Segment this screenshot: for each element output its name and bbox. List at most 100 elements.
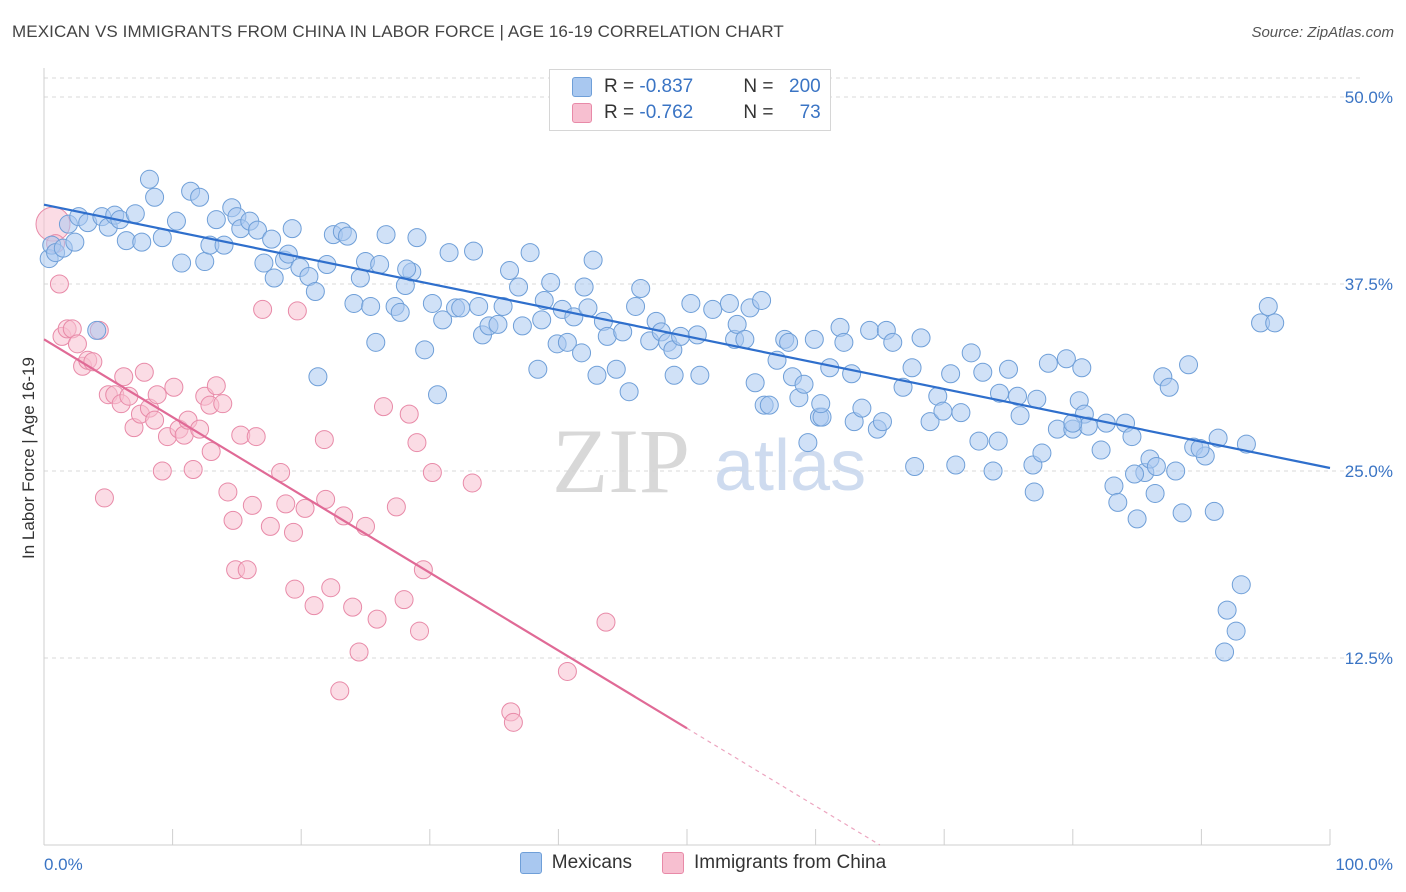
china-point xyxy=(314,430,334,450)
mexican-point xyxy=(983,461,1003,481)
china-point xyxy=(114,367,134,387)
mexican-point xyxy=(262,229,282,249)
mexican-point xyxy=(500,261,520,281)
mexican-point xyxy=(1125,464,1145,484)
mexican-point xyxy=(132,232,152,252)
mexican-point xyxy=(631,278,651,298)
mexican-point xyxy=(512,316,532,336)
mexican-point xyxy=(361,296,381,316)
mexican-point xyxy=(464,241,484,261)
china-point xyxy=(295,498,315,518)
mexican-point xyxy=(532,310,552,330)
mexican-point xyxy=(999,359,1018,379)
mexican-point xyxy=(139,169,159,189)
mexican-point xyxy=(1226,621,1246,641)
china-point xyxy=(218,482,238,502)
mexican-point xyxy=(428,385,448,405)
legend-r-label: R = xyxy=(604,102,640,123)
mexican-point xyxy=(872,412,892,432)
mexican-point xyxy=(798,433,818,453)
legend-n-value: 73 xyxy=(799,102,821,123)
china-point xyxy=(237,560,257,580)
mexican-point xyxy=(1145,483,1165,503)
y-tick-label: 12.5% xyxy=(1345,649,1393,668)
mexican-point xyxy=(703,299,723,319)
china-point xyxy=(145,410,165,430)
mexican-point xyxy=(305,281,325,301)
mexican-point xyxy=(1072,358,1092,378)
mexican-point xyxy=(1032,443,1052,463)
mexicans-trend-line xyxy=(43,203,1331,470)
mexican-point xyxy=(166,211,186,231)
trend-lines xyxy=(43,203,1331,846)
mexican-point xyxy=(366,332,386,352)
mexican-point xyxy=(587,365,607,385)
china-point xyxy=(386,497,406,517)
mexican-point xyxy=(1172,503,1192,523)
mexican-point xyxy=(65,232,85,252)
mexican-point xyxy=(852,398,872,418)
china-trend-line xyxy=(43,338,688,730)
mexican-point xyxy=(493,296,513,316)
mexican-point xyxy=(1091,440,1111,460)
mexican-point xyxy=(557,332,577,352)
mexican-point xyxy=(344,293,364,313)
china-point xyxy=(213,394,233,414)
mexican-point xyxy=(451,298,471,318)
china-point xyxy=(374,397,394,417)
mexican-point xyxy=(337,226,357,246)
mexican-point xyxy=(681,293,701,313)
mexican-point xyxy=(989,383,1009,403)
watermark: ZIP atlas xyxy=(552,410,866,512)
china-point xyxy=(223,510,243,530)
chart-title: MEXICAN VS IMMIGRANTS FROM CHINA IN LABO… xyxy=(12,22,784,41)
legend-item-china[interactable]: Immigrants from China xyxy=(662,852,886,874)
china-point xyxy=(164,377,184,397)
china-point xyxy=(557,661,577,681)
mexican-point xyxy=(1056,349,1076,369)
mexican-point xyxy=(1258,296,1278,316)
mexican-point xyxy=(572,343,592,363)
mexican-point xyxy=(941,364,961,384)
china-point xyxy=(276,494,296,514)
mexican-point xyxy=(969,431,989,451)
mexican-point xyxy=(206,210,226,230)
mexican-point xyxy=(1236,434,1256,454)
mexican-point xyxy=(534,290,554,310)
mexican-point xyxy=(727,314,747,334)
mexican-point xyxy=(842,364,862,384)
mexican-point xyxy=(619,382,639,402)
china-point xyxy=(147,385,167,405)
mexican-point xyxy=(528,359,548,379)
mexican-point xyxy=(422,293,442,313)
mexican-point xyxy=(1265,313,1285,333)
mexican-point xyxy=(1166,461,1186,481)
mexican-point xyxy=(893,377,913,397)
china-point xyxy=(410,621,430,641)
legend-swatch-blue xyxy=(572,77,592,97)
mexican-point xyxy=(397,259,417,279)
legend-item-mexicans[interactable]: Mexicans xyxy=(519,852,632,874)
series-legend: Mexicans Immigrants from China xyxy=(0,852,1406,874)
mexican-point xyxy=(264,268,284,288)
china-point xyxy=(462,473,482,493)
mexican-point xyxy=(439,243,459,263)
mexican-point xyxy=(973,362,993,382)
china-point xyxy=(183,460,203,480)
mexican-point xyxy=(920,412,940,432)
mexican-point xyxy=(752,290,772,310)
china-points xyxy=(35,206,616,732)
mexican-point xyxy=(1063,413,1083,433)
mexican-point xyxy=(433,310,453,330)
china-point xyxy=(67,334,87,354)
mexican-point xyxy=(247,220,267,240)
china-point xyxy=(287,301,307,321)
mexican-point xyxy=(583,250,603,270)
mexican-point xyxy=(687,325,707,345)
mexican-point xyxy=(1024,482,1044,502)
china-trend-extension xyxy=(686,727,881,846)
mexican-point xyxy=(1204,501,1224,521)
china-point xyxy=(206,376,226,396)
mexican-point xyxy=(811,394,831,414)
mexican-point xyxy=(370,255,390,275)
